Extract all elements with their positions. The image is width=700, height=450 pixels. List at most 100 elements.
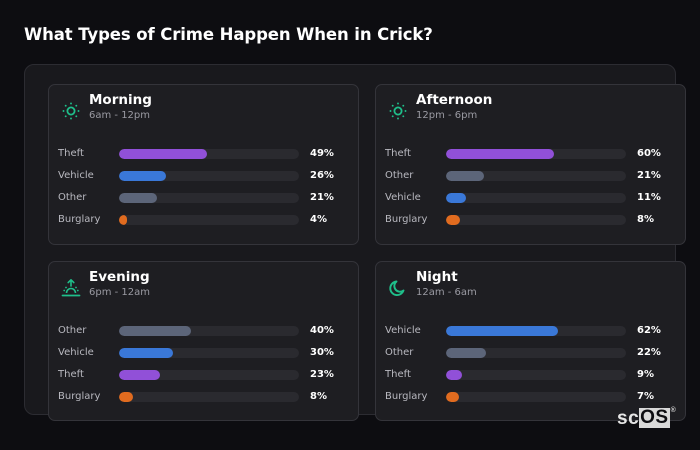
sunset-icon [61,278,81,298]
bar-label: Other [385,347,414,358]
bar-fill [446,326,558,336]
bar-value: 23% [310,369,334,380]
card-subtitle: 6am - 12pm [89,110,151,121]
bar-value: 11% [637,192,661,203]
bar-track [119,149,299,159]
bar-value: 62% [637,325,661,336]
bar-list: Theft 60% Other 21% Vehicle 11% Burglary 8% [376,145,685,233]
bar-row-theft: Theft 60% [376,145,685,167]
bar-value: 7% [637,391,654,402]
bar-value: 8% [310,391,327,402]
bar-fill [446,193,466,203]
registered-mark: ® [670,407,677,414]
bar-track [119,392,299,402]
bar-row-other: Other 21% [49,189,358,211]
bar-label: Vehicle [58,347,94,358]
bar-label: Theft [58,148,84,159]
bar-label: Burglary [385,391,428,402]
bar-value: 60% [637,148,661,159]
card-title: Morning [89,92,152,108]
card-afternoon: Afternoon 12pm - 6pm Theft 60% Other 21% Veh… [375,84,686,245]
bar-row-vehicle: Vehicle 26% [49,167,358,189]
bar-row-burglary: Burglary 8% [49,388,358,410]
bar-fill [446,392,459,402]
bar-fill [446,149,554,159]
moon-icon [388,278,408,298]
bar-label: Other [58,325,87,336]
bar-label: Other [58,192,87,203]
bar-row-vehicle: Vehicle 30% [49,344,358,366]
card-evening: Evening 6pm - 12am Other 40% Vehicle 30% The… [48,261,359,421]
bar-label: Burglary [58,214,101,225]
bar-fill [119,392,134,402]
bar-row-theft: Theft 9% [376,366,685,388]
bar-row-theft: Theft 49% [49,145,358,167]
logo-text-a: sc [617,408,640,429]
card-subtitle: 12am - 6am [416,287,477,298]
bar-track [119,171,299,181]
bar-label: Vehicle [385,192,421,203]
bar-track [446,193,626,203]
bar-row-burglary: Burglary 7% [376,388,685,410]
bar-track [446,326,626,336]
bar-fill [119,326,191,336]
bar-fill [119,149,208,159]
bar-fill [119,348,173,358]
card-morning: Morning 6am - 12pm Theft 49% Vehicle 26% Oth… [48,84,359,245]
bar-label: Vehicle [385,325,421,336]
sun-icon [388,101,408,121]
bar-row-vehicle: Vehicle 11% [376,189,685,211]
bar-label: Burglary [385,214,428,225]
bar-fill [446,348,486,358]
card-title: Night [416,269,458,285]
bar-list: Other 40% Vehicle 30% Theft 23% Burglary 8% [49,322,358,410]
bar-track [119,370,299,380]
scos-logo: sc OS ® [617,407,677,430]
bar-track [119,215,299,225]
bar-label: Vehicle [58,170,94,181]
bar-value: 21% [637,170,661,181]
card-subtitle: 6pm - 12am [89,287,151,298]
bar-label: Theft [385,148,411,159]
bar-list: Vehicle 62% Other 22% Theft 9% Burglary 7% [376,322,685,410]
bar-value: 8% [637,214,654,225]
bar-row-burglary: Burglary 8% [376,211,685,233]
card-night: Night 12am - 6am Vehicle 62% Other 22% Theft… [375,261,686,421]
bar-fill [119,215,127,225]
bar-fill [446,215,461,225]
bar-track [446,215,626,225]
card-title: Evening [89,269,150,285]
page-title: What Types of Crime Happen When in Crick… [24,25,433,44]
bar-value: 30% [310,347,334,358]
bar-track [446,171,626,181]
bar-track [446,149,626,159]
bar-track [446,348,626,358]
bar-value: 4% [310,214,327,225]
bar-label: Burglary [58,391,101,402]
bar-fill [119,370,161,380]
card-subtitle: 12pm - 6pm [416,110,478,121]
bar-value: 40% [310,325,334,336]
bar-list: Theft 49% Vehicle 26% Other 21% Burglary 4% [49,145,358,233]
bar-row-burglary: Burglary 4% [49,211,358,233]
bar-track [119,348,299,358]
bar-track [446,370,626,380]
bar-track [119,193,299,203]
logo-text-b: OS [639,407,670,428]
bar-row-other: Other 21% [376,167,685,189]
bar-value: 22% [637,347,661,358]
bar-label: Theft [385,369,411,380]
bar-value: 21% [310,192,334,203]
bar-value: 9% [637,369,654,380]
bar-label: Other [385,170,414,181]
card-title: Afternoon [416,92,493,108]
bar-label: Theft [58,369,84,380]
bar-fill [446,171,484,181]
bar-fill [446,370,463,380]
sun-icon [61,101,81,121]
bar-row-theft: Theft 23% [49,366,358,388]
bar-fill [119,171,166,181]
bar-row-other: Other 22% [376,344,685,366]
bar-row-vehicle: Vehicle 62% [376,322,685,344]
bar-value: 49% [310,148,334,159]
